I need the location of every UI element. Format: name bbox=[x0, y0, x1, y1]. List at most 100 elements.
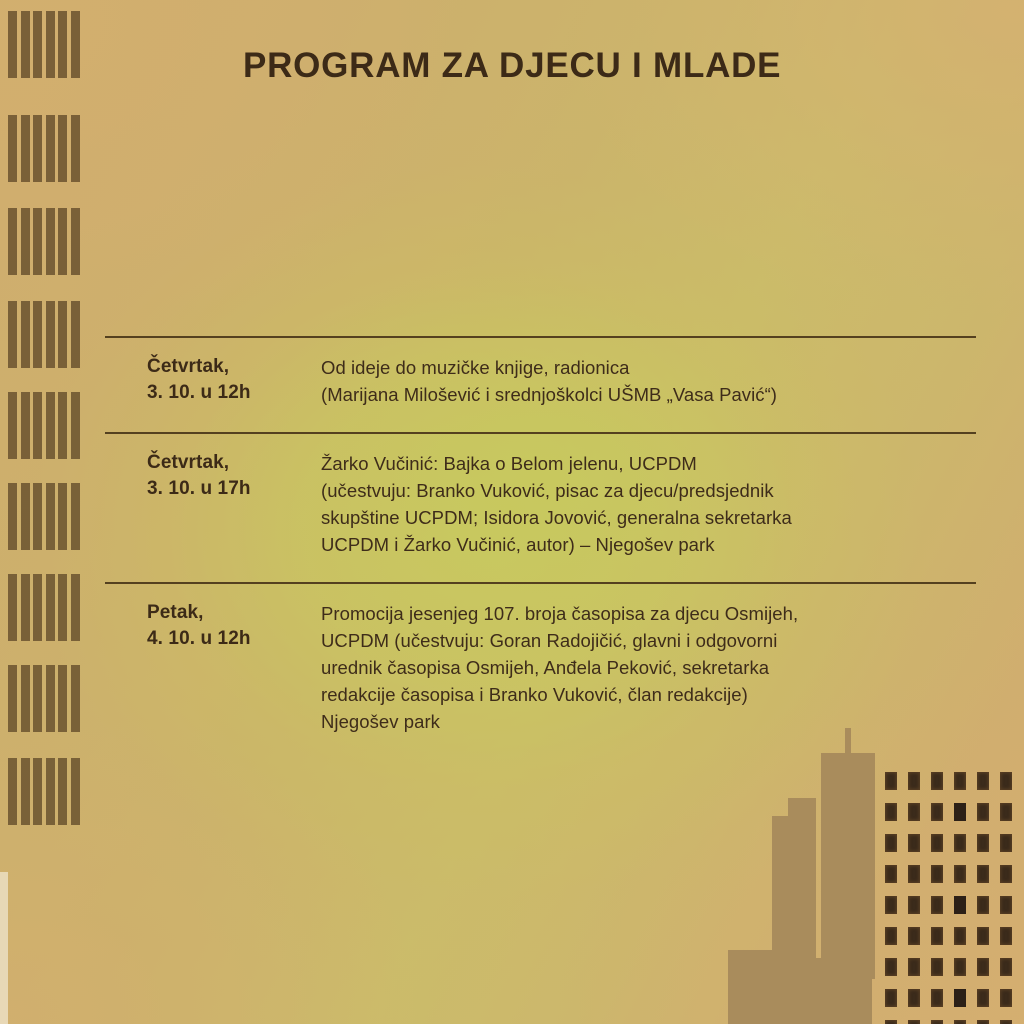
building-window bbox=[885, 803, 897, 821]
filmstrip-bar bbox=[33, 758, 43, 825]
filmstrip-bar bbox=[20, 11, 30, 78]
building-window bbox=[1000, 1020, 1012, 1024]
building-window bbox=[954, 989, 966, 1007]
building-window bbox=[885, 989, 897, 1007]
filmstrip-bar bbox=[45, 208, 55, 275]
tower-antenna bbox=[845, 728, 851, 770]
schedule-entry: Četvrtak, 3. 10. u 12h Od ideje do muzičke… bbox=[105, 336, 976, 432]
entry-description: Od ideje do muzičke knjige, radionica (M… bbox=[321, 357, 778, 405]
filmstrip-bar bbox=[33, 392, 43, 459]
filmstrip-bar bbox=[33, 665, 43, 732]
filmstrip-bar bbox=[58, 11, 68, 78]
building-window bbox=[908, 896, 920, 914]
building-window bbox=[1000, 927, 1012, 945]
filmstrip-block bbox=[8, 574, 80, 641]
filmstrip-bar bbox=[20, 208, 30, 275]
building-window bbox=[954, 958, 966, 976]
building-window bbox=[977, 772, 989, 790]
building-window bbox=[1000, 834, 1012, 852]
building-window bbox=[908, 865, 920, 883]
entry-time: 3. 10. u 12h bbox=[147, 382, 251, 403]
building-window bbox=[908, 1020, 920, 1024]
filmstrip-bar bbox=[33, 483, 43, 550]
city-skyline-illustration bbox=[700, 724, 1024, 1024]
building-window bbox=[931, 1020, 943, 1024]
building-window bbox=[885, 927, 897, 945]
building-window bbox=[977, 958, 989, 976]
filmstrip-bar bbox=[45, 483, 55, 550]
entry-description: Promocija jesenjeg 107. broja časopisa z… bbox=[321, 603, 799, 732]
building-window bbox=[885, 896, 897, 914]
filmstrip-bar bbox=[70, 665, 80, 732]
filmstrip-bar bbox=[20, 115, 30, 182]
window-row bbox=[885, 989, 1024, 1007]
filmstrip-block bbox=[8, 301, 80, 368]
filmstrip-bar bbox=[58, 665, 68, 732]
filmstrip-bar bbox=[58, 208, 68, 275]
filmstrip-bar bbox=[58, 483, 68, 550]
building-window bbox=[1000, 896, 1012, 914]
filmstrip-bar bbox=[70, 115, 80, 182]
filmstrip-bar bbox=[58, 301, 68, 368]
filmstrip-bar bbox=[20, 665, 30, 732]
building-window bbox=[1000, 958, 1012, 976]
filmstrip-bar bbox=[70, 483, 80, 550]
building-window bbox=[931, 989, 943, 1007]
entry-day: Četvrtak, bbox=[147, 356, 230, 377]
building-window bbox=[1000, 803, 1012, 821]
filmstrip-bar bbox=[58, 758, 68, 825]
building-window bbox=[954, 896, 966, 914]
filmstrip-bar bbox=[70, 574, 80, 641]
filmstrip-bar bbox=[20, 301, 30, 368]
building-window bbox=[908, 834, 920, 852]
building-window bbox=[977, 865, 989, 883]
filmstrip-bar bbox=[8, 301, 17, 368]
filmstrip-block bbox=[8, 392, 80, 459]
building-window bbox=[908, 989, 920, 1007]
entry-description: Žarko Vučinić: Bajka o Belom jelenu, UCP… bbox=[321, 453, 792, 555]
filmstrip-bar bbox=[8, 758, 17, 825]
mid-building-cap bbox=[788, 798, 816, 816]
building-window bbox=[885, 834, 897, 852]
building-window bbox=[954, 927, 966, 945]
building-window bbox=[931, 865, 943, 883]
window-grid bbox=[885, 772, 1024, 1024]
filmstrip-bar bbox=[58, 574, 68, 641]
filmstrip-bar bbox=[58, 115, 68, 182]
building-window bbox=[908, 958, 920, 976]
building-window bbox=[931, 927, 943, 945]
building-window bbox=[885, 1020, 897, 1024]
filmstrip-bar bbox=[8, 208, 17, 275]
windowed-building bbox=[885, 754, 1024, 1024]
building-window bbox=[908, 803, 920, 821]
building-window bbox=[1000, 772, 1012, 790]
filmstrip-decoration bbox=[0, 0, 100, 1024]
base-block bbox=[728, 958, 872, 1024]
window-row bbox=[885, 834, 1024, 852]
building-window bbox=[931, 803, 943, 821]
filmstrip-bar bbox=[58, 392, 68, 459]
entry-datetime: Petak, 4. 10. u 12h bbox=[105, 584, 321, 652]
window-row bbox=[885, 1020, 1024, 1024]
entry-time: 3. 10. u 17h bbox=[147, 478, 251, 499]
entry-datetime: Četvrtak, 3. 10. u 17h bbox=[105, 434, 321, 502]
window-row bbox=[885, 772, 1024, 790]
building-window bbox=[977, 803, 989, 821]
filmstrip-bar bbox=[33, 11, 43, 78]
building-window bbox=[885, 958, 897, 976]
building-window bbox=[931, 834, 943, 852]
filmstrip-bar bbox=[8, 574, 17, 641]
filmstrip-bar bbox=[33, 301, 43, 368]
filmstrip-bar bbox=[70, 208, 80, 275]
filmstrip-bar bbox=[8, 392, 17, 459]
filmstrip-bar bbox=[33, 574, 43, 641]
building-window bbox=[954, 865, 966, 883]
building-window bbox=[954, 834, 966, 852]
schedule-entry: Petak, 4. 10. u 12h Promocija jesenjeg 107… bbox=[105, 582, 976, 759]
building-window bbox=[885, 772, 897, 790]
filmstrip-bar bbox=[45, 758, 55, 825]
filmstrip-bar bbox=[20, 392, 30, 459]
filmstrip-bar bbox=[20, 483, 30, 550]
building-window bbox=[977, 896, 989, 914]
window-row bbox=[885, 958, 1024, 976]
